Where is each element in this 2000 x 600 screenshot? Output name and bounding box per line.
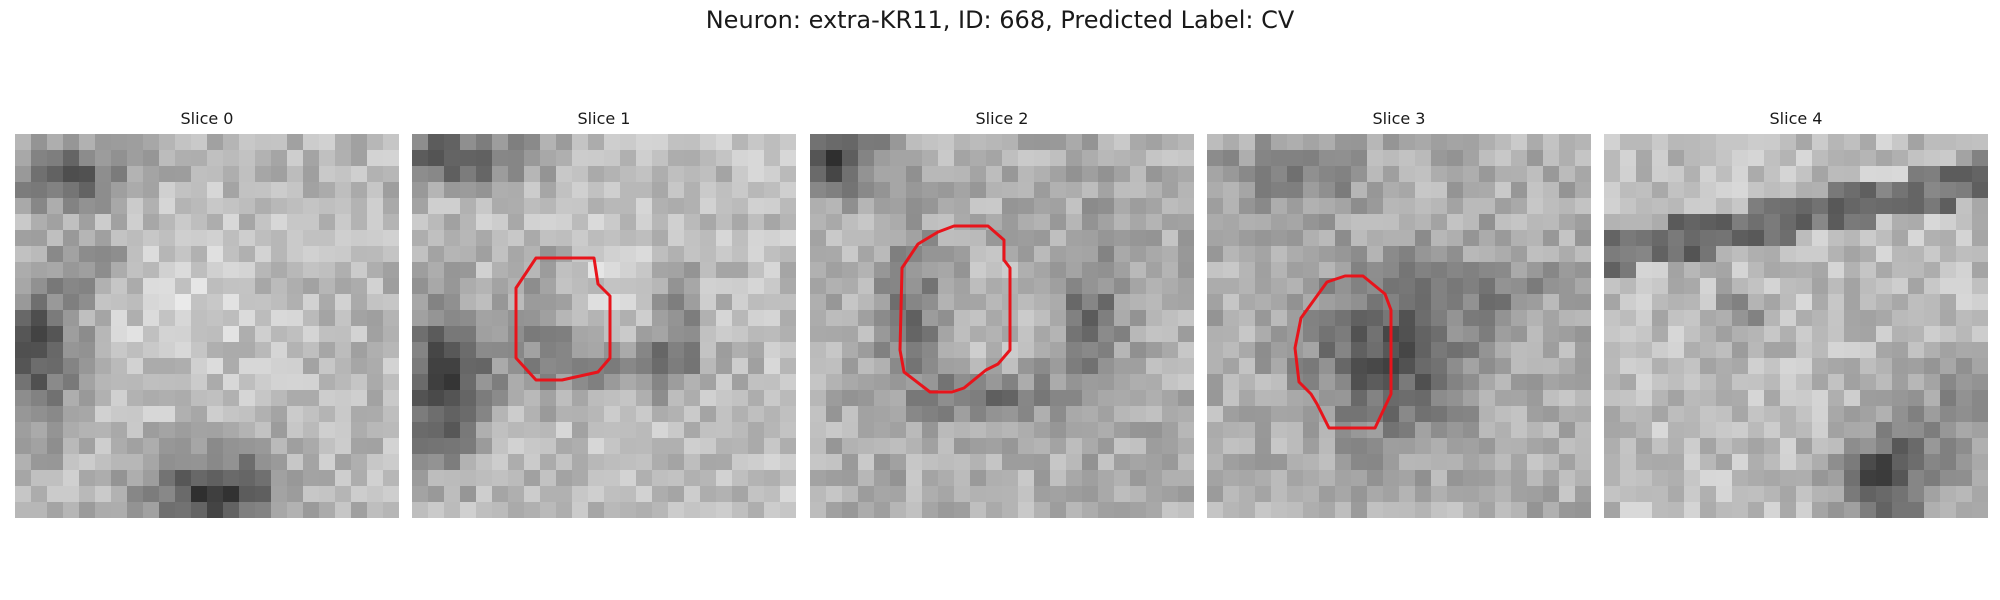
slice-panel-1: Slice 1 (412, 108, 796, 518)
slice-panel-3: Slice 3 (1207, 108, 1591, 518)
slice-title-1: Slice 1 (577, 109, 631, 128)
slice-title-3: Slice 3 (1372, 109, 1426, 128)
figure-title: Neuron: extra-KR11, ID: 668, Predicted L… (705, 6, 1295, 34)
pixel-grid (810, 134, 1194, 518)
slice-image-3 (1207, 134, 1591, 518)
slice-image-2 (810, 134, 1194, 518)
slice-panel-4: Slice 4 (1604, 108, 1988, 518)
slice-image-4 (1604, 134, 1988, 518)
pixel-grid (412, 134, 796, 518)
slice-title-4: Slice 4 (1769, 109, 1823, 128)
slice-title-0: Slice 0 (180, 109, 234, 128)
segmentation-outline (514, 256, 612, 382)
slice-panel-2: Slice 2 (810, 108, 1194, 518)
segmentation-outline (898, 224, 1012, 394)
pixel-grid (1207, 134, 1591, 518)
slice-title-2: Slice 2 (975, 109, 1029, 128)
segmentation-outline (1293, 274, 1393, 430)
slice-image-0 (15, 134, 399, 518)
slice-image-1 (412, 134, 796, 518)
pixel-grid (1604, 134, 1988, 518)
slice-panel-0: Slice 0 (15, 108, 399, 518)
pixel-grid (15, 134, 399, 518)
